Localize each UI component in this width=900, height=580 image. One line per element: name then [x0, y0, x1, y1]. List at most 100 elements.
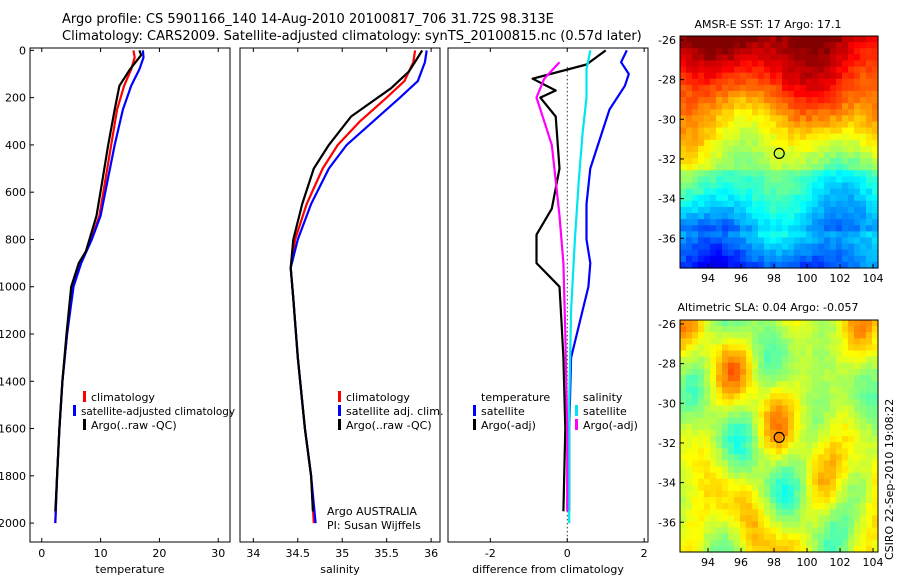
- heatmap-cell: [788, 188, 795, 196]
- heatmap-cell: [722, 78, 729, 86]
- heatmap-cell: [830, 115, 837, 123]
- heatmap-cell: [680, 527, 687, 535]
- heatmap-cell: [764, 121, 771, 129]
- heatmap-cell: [764, 381, 771, 388]
- heatmap-cell: [806, 158, 813, 165]
- heatmap-cell: [716, 320, 723, 327]
- heatmap-cell: [722, 320, 729, 327]
- heatmap-cell: [770, 60, 777, 68]
- heatmap-cell: [758, 497, 765, 504]
- heatmap-cell: [734, 78, 741, 86]
- heatmap-cell: [764, 533, 771, 541]
- heatmap-cell: [752, 533, 759, 541]
- heatmap-cell: [764, 255, 771, 263]
- heatmap-cell: [770, 115, 777, 123]
- heatmap-cell: [770, 490, 777, 498]
- heatmap-cell: [704, 509, 711, 516]
- heatmap-cell: [794, 399, 801, 407]
- heatmap-cell: [848, 42, 855, 49]
- heatmap-cell: [692, 332, 699, 339]
- heatmap-cell: [740, 362, 747, 370]
- heatmap-cell: [740, 84, 747, 92]
- heatmap-cell: [734, 158, 741, 165]
- heatmap-cell: [830, 393, 837, 400]
- heatmap-cell: [686, 158, 693, 165]
- heatmap-cell: [698, 164, 705, 171]
- heatmap-cell: [830, 78, 837, 86]
- heatmap-cell: [692, 109, 699, 116]
- heatmap-cell: [746, 188, 753, 196]
- heatmap-cell: [812, 225, 819, 232]
- heatmap-cell: [806, 393, 813, 400]
- heatmap-cell: [686, 399, 693, 407]
- heatmap-cell: [824, 344, 831, 352]
- heatmap-cell: [788, 219, 795, 226]
- legend-label-sal-argo: Argo(-adj): [583, 419, 638, 432]
- heatmap-cell: [704, 393, 711, 400]
- heatmap-cell: [872, 249, 879, 257]
- heatmap-cell: [680, 54, 687, 62]
- heatmap-cell: [788, 103, 795, 110]
- heatmap-cell: [698, 213, 705, 220]
- x-tick-label: 94: [701, 556, 715, 569]
- heatmap-cell: [848, 356, 855, 364]
- heatmap-cell: [866, 490, 873, 498]
- heatmap-cell: [800, 417, 807, 425]
- heatmap-cell: [812, 48, 819, 55]
- heatmap-cell: [872, 97, 879, 104]
- heatmap-cell: [824, 320, 831, 327]
- heatmap-cell: [854, 237, 861, 245]
- heatmap-cell: [794, 539, 801, 547]
- heatmap-cell: [746, 72, 753, 80]
- heatmap-cell: [806, 97, 813, 104]
- heatmap-cell: [770, 78, 777, 86]
- heatmap-cell: [698, 436, 705, 443]
- heatmap-cell: [842, 399, 849, 407]
- heatmap-cell: [830, 344, 837, 352]
- heatmap-cell: [692, 231, 699, 239]
- heatmap-cell: [794, 170, 801, 178]
- heatmap-cell: [800, 509, 807, 516]
- heatmap-cell: [812, 320, 819, 327]
- heatmap-cell: [698, 127, 705, 135]
- heatmap-cell: [800, 411, 807, 419]
- heatmap-cell: [728, 90, 735, 98]
- heatmap-cell: [710, 115, 717, 123]
- heatmap-cell: [746, 152, 753, 159]
- heatmap-cell: [704, 213, 711, 220]
- heatmap-cell: [848, 503, 855, 510]
- heatmap-cell: [794, 521, 801, 529]
- heatmap-cell: [740, 145, 747, 153]
- heatmap-cell: [698, 405, 705, 413]
- heatmap-cell: [866, 84, 873, 92]
- heatmap-cell: [794, 411, 801, 419]
- heatmap-cell: [782, 527, 789, 535]
- heatmap-cell: [842, 109, 849, 116]
- heatmap-cell: [746, 356, 753, 364]
- heatmap-cell: [728, 164, 735, 171]
- x-tick-label: 10: [94, 547, 108, 560]
- heatmap-cell: [806, 509, 813, 516]
- heatmap-cell: [824, 368, 831, 376]
- heatmap-cell: [872, 515, 879, 523]
- salinity-legend: climatology satellite adj. clim. Argo(..…: [338, 391, 443, 432]
- heatmap-cell: [734, 411, 741, 419]
- heatmap-cell: [854, 478, 861, 486]
- heatmap-cell: [776, 490, 783, 498]
- heatmap-cell: [782, 368, 789, 376]
- heatmap-cell: [830, 206, 837, 214]
- y-tick-label: 1400: [0, 375, 26, 388]
- heatmap-cell: [866, 219, 873, 226]
- heatmap-cell: [848, 448, 855, 455]
- heatmap-cell: [770, 503, 777, 510]
- heatmap-cell: [812, 231, 819, 239]
- heatmap-cell: [776, 545, 783, 553]
- heatmap-cell: [848, 411, 855, 419]
- heatmap-cell: [824, 48, 831, 55]
- heatmap-cell: [686, 521, 693, 529]
- heatmap-cell: [794, 66, 801, 74]
- heatmap-cell: [872, 497, 879, 504]
- heatmap-cell: [692, 503, 699, 510]
- heatmap-cell: [800, 60, 807, 68]
- heatmap-cell: [764, 490, 771, 498]
